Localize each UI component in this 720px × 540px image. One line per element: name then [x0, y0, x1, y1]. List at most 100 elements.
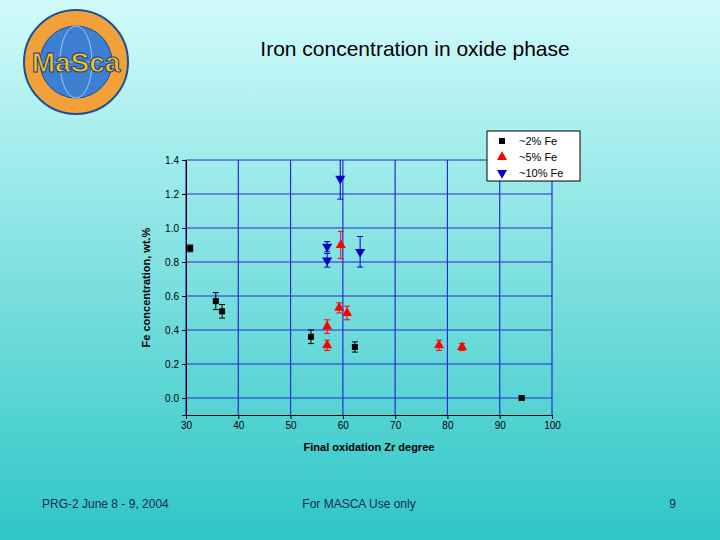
error-bar-cap — [324, 267, 330, 268]
legend-box — [487, 131, 580, 181]
y-tick: 0.6 — [165, 291, 186, 302]
point — [322, 244, 332, 253]
x-tick: 30 — [181, 415, 193, 431]
x-axis-title: Final oxidation Zr degree — [304, 441, 435, 453]
x-tick-mark — [343, 415, 344, 419]
y-tick-label: 0.4 — [165, 325, 179, 336]
error-bar-cap — [357, 236, 363, 237]
point — [352, 344, 358, 350]
y-tick-mark — [182, 296, 186, 297]
y-tick-mark — [182, 330, 186, 331]
y-tick: 1.0 — [165, 223, 186, 234]
legend-marker — [497, 170, 507, 179]
grid-line-x — [499, 160, 500, 415]
logo: MaSca — [24, 10, 128, 114]
background — [0, 0, 720, 540]
x-tick: 70 — [390, 415, 402, 431]
x-tick: 100 — [544, 415, 561, 431]
error-bar-cap — [344, 319, 350, 320]
error-bar-cap — [357, 267, 363, 268]
y-tick-mark — [182, 364, 186, 365]
x-tick-label: 60 — [338, 420, 350, 431]
point — [322, 257, 332, 266]
error-bar-cap — [324, 350, 330, 351]
error-bar-cap — [187, 245, 193, 246]
grid-line-y — [186, 363, 552, 364]
point — [187, 245, 193, 251]
x-tick-mark — [552, 415, 553, 419]
footer-left: PRG-2 June 8 - 9, 2004 — [42, 497, 169, 511]
point — [308, 334, 314, 340]
error-bar-cap — [352, 341, 358, 342]
legend-marker — [497, 151, 507, 160]
y-tick-label: 1.2 — [165, 189, 179, 200]
x-tick-mark — [500, 415, 501, 419]
x-tick-mark — [291, 415, 292, 419]
grid-line-x — [395, 160, 396, 415]
legend-label: ~2% Fe — [519, 135, 557, 147]
error-bar-cap — [219, 318, 225, 319]
y-tick-mark — [182, 160, 186, 161]
error-bar — [352, 342, 358, 352]
error-bar-cap — [187, 251, 193, 252]
y-axis-title: Fe concentration, wt.% — [140, 227, 152, 347]
series — [322, 231, 467, 350]
point — [322, 339, 332, 348]
y-tick: 0.4 — [165, 325, 186, 336]
chart-title: Iron concentration in oxide phase — [260, 37, 569, 60]
grid-line-y — [186, 227, 552, 228]
y-tick-mark — [182, 398, 186, 399]
plot-area — [187, 160, 524, 401]
grid-line-x — [342, 160, 343, 415]
logo-text: MaSca — [32, 47, 121, 78]
y-tick-label: 0.2 — [165, 359, 179, 370]
x-tick-label: 50 — [286, 420, 298, 431]
y-tick: 1.4 — [165, 155, 186, 166]
error-bar-cap — [308, 343, 314, 344]
point — [335, 176, 345, 185]
page-number: 9 — [669, 497, 676, 511]
x-axis: 30 40 50 60 70 80 90 100 — [181, 415, 561, 431]
series — [187, 245, 524, 401]
y-tick: 0.8 — [165, 257, 186, 268]
point — [213, 298, 219, 304]
x-tick: 90 — [495, 415, 507, 431]
y-axis: 0.00.20.40.60.81.01.21.4 — [165, 155, 186, 416]
grid-line-y — [186, 329, 552, 330]
x-tick: 80 — [442, 415, 454, 431]
error-bar-cap — [337, 199, 343, 200]
point — [219, 308, 225, 314]
error-bar-cap — [459, 350, 465, 351]
grid-line-y — [186, 295, 552, 296]
grid-line-x — [238, 160, 239, 415]
legend: ~2% Fe~5% Fe~10% Fe — [487, 131, 580, 181]
error-bar-cap — [213, 309, 219, 310]
x-tick-label: 80 — [442, 420, 454, 431]
point — [355, 249, 365, 258]
grid-line-x — [290, 160, 291, 415]
y-tick-label: 0.6 — [165, 291, 179, 302]
x-tick: 40 — [233, 415, 245, 431]
x-tick-label: 90 — [495, 420, 507, 431]
grid-line-y — [186, 193, 552, 194]
error-bar — [187, 245, 193, 252]
error-bar-cap — [324, 319, 330, 320]
y-tick-label: 1.0 — [165, 223, 179, 234]
y-tick-mark — [182, 262, 186, 263]
y-axis-line — [182, 161, 187, 416]
grid-line-x — [551, 160, 552, 415]
x-tick-label: 100 — [544, 420, 561, 431]
error-bar-cap — [219, 304, 225, 305]
footer-center: For MASCA Use only — [302, 497, 415, 511]
grid-line-x — [447, 160, 448, 415]
logo-ring — [24, 10, 128, 114]
error-bar — [213, 293, 219, 310]
legend-label: ~5% Fe — [519, 151, 557, 163]
y-tick-mark — [182, 194, 186, 195]
slide: MaSca Iron concentration in oxide phase 30… — [0, 0, 720, 540]
point — [519, 395, 525, 401]
y-tick-label: 0.8 — [165, 257, 179, 268]
x-tick-mark — [238, 415, 239, 419]
error-bar-cap — [344, 306, 350, 307]
error-bar-cap — [213, 292, 219, 293]
